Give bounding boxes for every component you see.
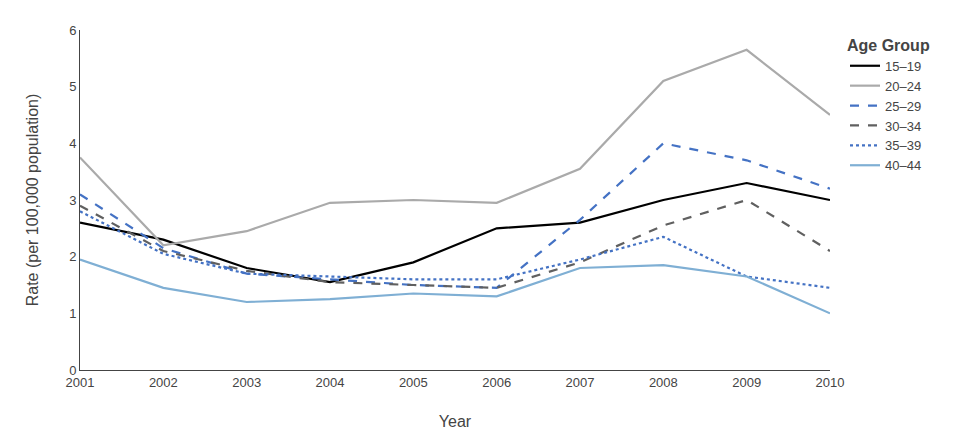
svg-text:2007: 2007 [566, 375, 595, 390]
svg-text:30–34: 30–34 [885, 119, 921, 134]
svg-text:40–44: 40–44 [885, 158, 921, 173]
svg-text:Year: Year [439, 413, 472, 430]
svg-text:2009: 2009 [732, 375, 761, 390]
svg-text:Age Group: Age Group [847, 37, 930, 54]
svg-text:5: 5 [69, 79, 76, 94]
svg-text:2001: 2001 [66, 375, 95, 390]
svg-text:2010: 2010 [816, 375, 845, 390]
svg-text:6: 6 [69, 23, 76, 38]
svg-text:Rate (per 100,000 population): Rate (per 100,000 population) [24, 94, 41, 307]
svg-text:2002: 2002 [149, 375, 178, 390]
svg-text:2: 2 [69, 249, 76, 264]
svg-text:0: 0 [69, 363, 76, 378]
svg-text:35–39: 35–39 [885, 138, 921, 153]
svg-text:4: 4 [69, 136, 76, 151]
svg-text:3: 3 [69, 193, 76, 208]
svg-text:2003: 2003 [232, 375, 261, 390]
svg-text:15–19: 15–19 [885, 59, 921, 74]
svg-text:2004: 2004 [316, 375, 345, 390]
svg-text:2008: 2008 [649, 375, 678, 390]
svg-text:1: 1 [69, 306, 76, 321]
svg-text:2005: 2005 [399, 375, 428, 390]
svg-text:2006: 2006 [482, 375, 511, 390]
svg-text:25–29: 25–29 [885, 99, 921, 114]
svg-text:20–24: 20–24 [885, 79, 921, 94]
